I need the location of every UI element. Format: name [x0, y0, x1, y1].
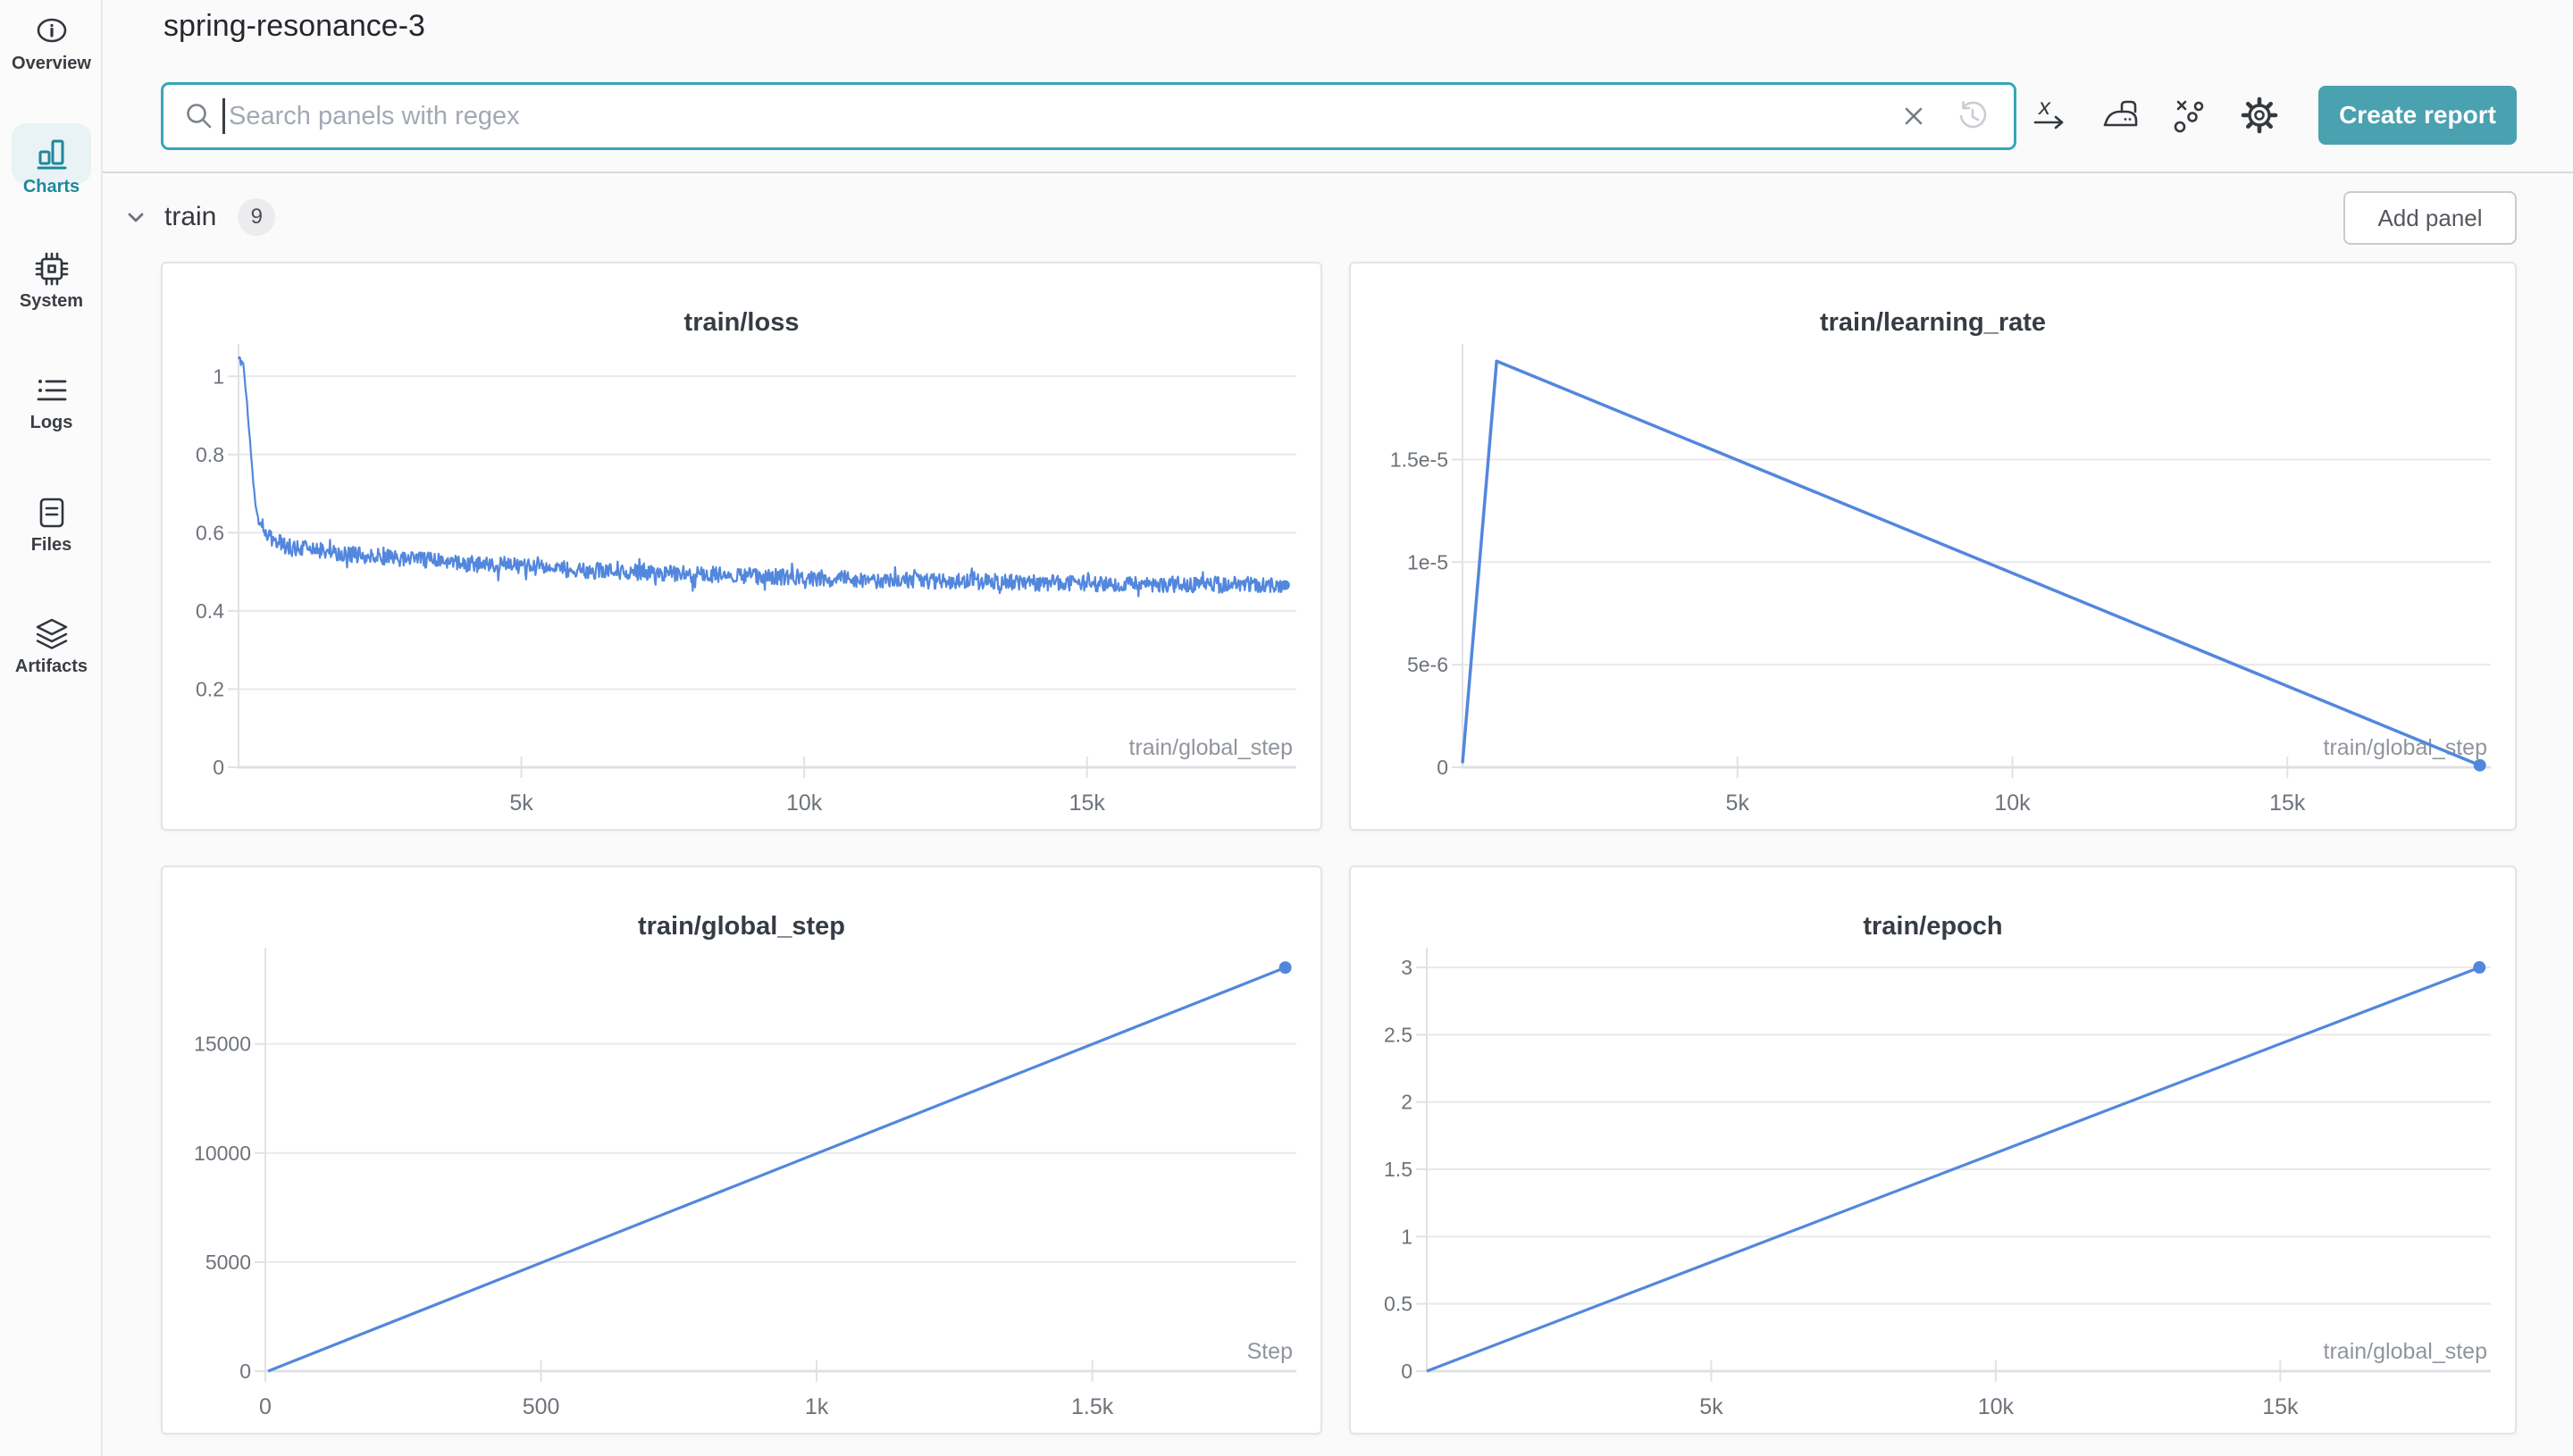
train-section-header: train 9	[123, 198, 276, 236]
svg-text:5k: 5k	[509, 791, 533, 816]
svg-text:15k: 15k	[1069, 791, 1106, 816]
clear-search-icon[interactable]	[1899, 102, 1928, 130]
svg-text:1: 1	[1401, 1225, 1412, 1248]
svg-text:0: 0	[239, 1360, 251, 1383]
chart-panel-train-loss[interactable]: train/loss 0 0.2 0.4 0.6 0.8 1 5k 10k 15k train/g…	[161, 262, 1322, 831]
sidebar-item-system[interactable]: System	[0, 248, 103, 312]
svg-text:10k: 10k	[1994, 791, 2031, 816]
svg-text:0: 0	[213, 756, 224, 779]
svg-text:500: 500	[523, 1394, 560, 1419]
sidebar: Overview Charts	[0, 0, 103, 1456]
x-axis-settings-button[interactable]: x	[2016, 95, 2085, 136]
chart-title: train/global_step	[637, 912, 846, 941]
page-title: spring-resonance-3	[163, 9, 425, 43]
chart-panel-train-epoch[interactable]: train/epoch 0 0.5 1 1.5 2 2.5 3 5k 10k 15k train/g…	[1349, 866, 2517, 1435]
settings-button[interactable]	[2225, 95, 2294, 136]
gear-icon	[2241, 96, 2278, 134]
info-icon	[0, 11, 103, 52]
header-divider	[103, 172, 2573, 173]
svg-text:Step: Step	[1247, 1339, 1293, 1364]
line-chart: 0 0.5 1 1.5 2 2.5 3 5k 10k 15k train/global_step	[1384, 948, 2491, 1419]
add-panel-button[interactable]: Add panel	[2343, 191, 2517, 245]
sidebar-item-logs[interactable]: Logs	[0, 370, 103, 433]
svg-text:1.5: 1.5	[1384, 1158, 1412, 1181]
create-report-button[interactable]: Create report	[2318, 86, 2517, 145]
svg-text:15000: 15000	[194, 1033, 251, 1056]
sidebar-item-files[interactable]: Files	[0, 492, 103, 556]
svg-text:5e-6: 5e-6	[1407, 653, 1448, 676]
svg-text:0.8: 0.8	[196, 443, 224, 466]
svg-text:x: x	[2037, 95, 2051, 120]
svg-text:0: 0	[1401, 1360, 1412, 1383]
svg-text:train/global_step: train/global_step	[1129, 735, 1293, 760]
search-panel-box	[161, 82, 2016, 150]
svg-text:1e-5: 1e-5	[1407, 550, 1448, 573]
svg-text:0: 0	[259, 1394, 272, 1419]
smoothing-iron-icon	[2103, 100, 2138, 127]
chart-title: train/epoch	[1863, 912, 2003, 941]
sidebar-item-overview[interactable]: Overview	[0, 11, 103, 74]
svg-text:15k: 15k	[2269, 791, 2306, 816]
sidebar-item-charts[interactable]: Charts	[0, 123, 103, 197]
sidebar-item-artifacts[interactable]: Artifacts	[0, 614, 103, 677]
list-icon	[0, 370, 103, 411]
text-caret	[222, 98, 225, 134]
svg-text:15k: 15k	[2262, 1394, 2299, 1419]
cpu-icon	[0, 248, 103, 289]
chart-title: train/learning_rate	[1819, 308, 2047, 337]
svg-text:1.5k: 1.5k	[1071, 1394, 1114, 1419]
svg-text:1: 1	[213, 364, 224, 388]
svg-text:1.5e-5: 1.5e-5	[1390, 448, 1448, 471]
svg-text:0.6: 0.6	[196, 521, 224, 544]
svg-text:5000: 5000	[205, 1251, 251, 1274]
chart-title: train/loss	[683, 308, 800, 337]
svg-text:5k: 5k	[1699, 1394, 1723, 1419]
svg-text:5k: 5k	[1726, 791, 1750, 816]
svg-text:0: 0	[1437, 756, 1448, 779]
outliers-button[interactable]	[2155, 95, 2225, 136]
chart-toolbar: x	[2016, 95, 2294, 136]
svg-text:2.5: 2.5	[1384, 1023, 1412, 1046]
line-chart: 0 5e-6 1e-5 1.5e-5 5k 10k 15k train/global_step	[1390, 344, 2491, 816]
chevron-down-icon[interactable]	[123, 205, 148, 230]
search-input[interactable]	[225, 101, 1899, 131]
svg-text:3: 3	[1401, 956, 1412, 979]
chart-panel-train-learning-rate[interactable]: train/learning_rate 0 5e-6 1e-5 1.5e-5 5k 10k…	[1349, 262, 2517, 831]
svg-text:train/global_step: train/global_step	[2324, 1339, 2487, 1364]
search-icon	[187, 104, 212, 129]
svg-text:0.5: 0.5	[1384, 1293, 1412, 1316]
panel-count-badge: 9	[238, 198, 276, 236]
layers-icon	[0, 614, 103, 655]
svg-text:10k: 10k	[1978, 1394, 2015, 1419]
history-clock-icon[interactable]	[1955, 98, 1991, 134]
svg-text:train/global_step: train/global_step	[2324, 735, 2487, 760]
x-axis-icon: x	[2033, 95, 2064, 130]
svg-text:2: 2	[1401, 1091, 1412, 1114]
line-chart: 0 5000 10000 15000 0 500 1k 1.5k Step	[194, 948, 1296, 1419]
bar-chart-icon	[0, 134, 103, 175]
svg-text:10000: 10000	[194, 1142, 251, 1165]
outlier-dots-icon	[2174, 100, 2204, 133]
chart-panel-train-global-step[interactable]: train/global_step 0 5000 10000 15000 0 500 1k 1…	[161, 866, 1322, 1435]
svg-text:1k: 1k	[805, 1394, 829, 1419]
section-name[interactable]: train	[164, 202, 217, 231]
smoothing-button[interactable]	[2085, 95, 2155, 136]
svg-text:0.2: 0.2	[196, 677, 224, 700]
document-icon	[0, 492, 103, 533]
svg-text:10k: 10k	[786, 791, 823, 816]
svg-text:0.4: 0.4	[196, 599, 224, 623]
